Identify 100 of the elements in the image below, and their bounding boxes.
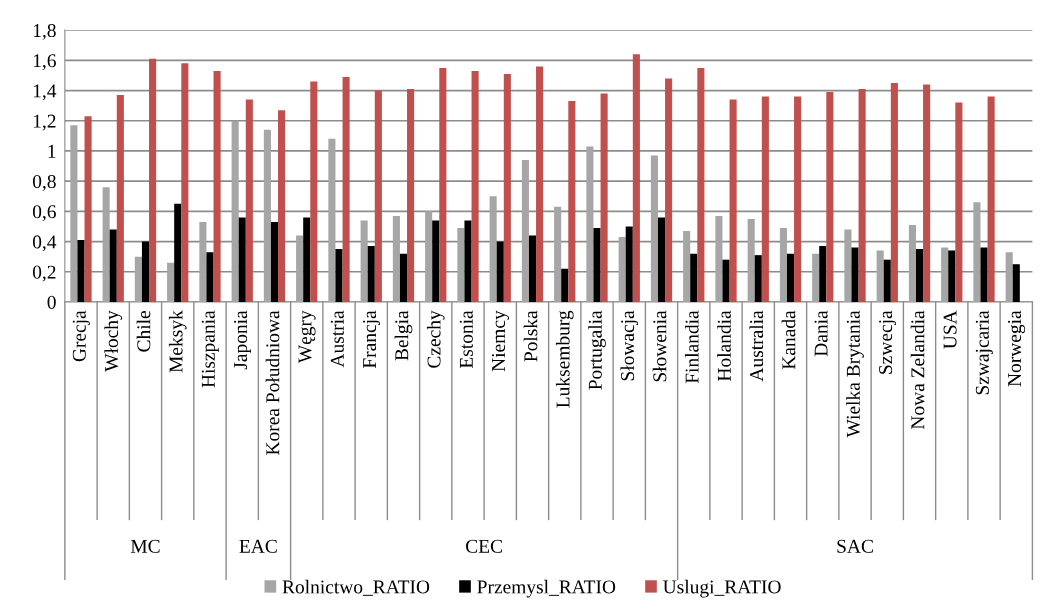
x-tick-label: Japonia <box>234 310 252 370</box>
x-tick-label: Francja <box>363 310 381 369</box>
bar <box>457 227 465 302</box>
bar <box>915 249 924 302</box>
bar <box>955 102 963 302</box>
bar <box>167 262 175 302</box>
bar <box>77 240 85 302</box>
bar <box>625 226 633 302</box>
text: CEC <box>466 539 502 553</box>
bar <box>980 247 988 302</box>
bar <box>786 253 795 302</box>
x-tick-label: Wielka Brytania <box>846 310 864 438</box>
bar <box>141 241 150 302</box>
text: SAC <box>837 539 873 553</box>
x-tick-label: Szwajcaria <box>975 310 993 395</box>
y-tick-label: 1 <box>48 144 56 158</box>
bar <box>109 229 117 302</box>
x-tick-label: Nowa Zelandia <box>910 310 925 430</box>
bar <box>84 116 92 302</box>
bar <box>1005 252 1013 302</box>
bar <box>489 196 497 302</box>
x-tick-label: Słowacja <box>620 310 639 381</box>
y-tick-label: 1,6 <box>33 54 56 71</box>
bar <box>296 235 304 302</box>
bar <box>826 92 834 302</box>
bar <box>245 99 253 302</box>
bar <box>600 93 608 302</box>
bar <box>948 250 956 302</box>
bar <box>876 250 884 302</box>
bar <box>754 255 762 302</box>
bar <box>464 220 472 302</box>
bar <box>747 218 755 302</box>
y-tick-label: 0,4 <box>32 235 57 252</box>
bar <box>149 58 157 302</box>
y-tick-label: 1,4 <box>33 84 57 101</box>
bar <box>697 67 705 302</box>
bar <box>174 203 182 302</box>
bar <box>328 138 336 302</box>
bar <box>407 89 415 302</box>
bar <box>116 95 124 302</box>
x-tick-label: Włochy <box>104 310 123 372</box>
bar <box>593 227 601 302</box>
x-tick-label: Szwecja <box>879 310 897 374</box>
bar <box>1012 264 1020 302</box>
bar <box>908 224 916 302</box>
bar <box>665 78 673 302</box>
bar <box>883 259 891 302</box>
x-tick-label: Czechy <box>426 310 445 368</box>
bar <box>503 73 511 302</box>
text: EAC <box>239 539 277 553</box>
bar <box>399 253 408 302</box>
bar <box>134 256 142 302</box>
x-tick-label: Portugalia <box>588 310 606 390</box>
x-tick-label: Norwegia <box>1008 310 1026 387</box>
x-tick-label: Kanada <box>781 310 796 370</box>
bar <box>263 129 271 302</box>
bar <box>367 246 375 302</box>
bar <box>521 160 529 302</box>
x-tick-label: Luksemburg <box>555 310 574 408</box>
x-tick-label: Estonia <box>459 310 473 369</box>
bar <box>729 99 737 302</box>
bar <box>303 217 311 302</box>
x-tick-label: Holandia <box>717 310 731 382</box>
legend-label: Rolnictwo_RATIO <box>282 579 430 596</box>
bar <box>360 220 368 302</box>
y-tick-label: 0,8 <box>32 174 56 191</box>
bar <box>568 101 576 302</box>
x-tick-label: Finlandia <box>684 310 699 384</box>
y-tick-label: 0 <box>47 295 56 309</box>
x-tick-label: Dania <box>814 310 828 357</box>
y-tick-label: 0,2 <box>32 265 56 282</box>
bar <box>890 82 898 302</box>
legend-label: Przemysl_RATIO <box>477 579 616 598</box>
x-tick-label: Hiszpania <box>201 310 219 388</box>
x-tick-label: Austria <box>330 310 344 368</box>
text: MC <box>130 539 160 553</box>
bar <box>181 63 189 302</box>
x-tick-label: Australia <box>749 310 764 382</box>
bar <box>683 230 691 302</box>
bar <box>632 54 640 302</box>
y-tick-label: 0,6 <box>32 205 56 222</box>
bar <box>657 217 666 302</box>
bar <box>722 259 730 302</box>
bar <box>310 81 318 302</box>
bar <box>779 227 787 302</box>
bar <box>278 110 286 302</box>
bar <box>561 268 569 302</box>
bar <box>650 155 658 302</box>
bar <box>794 96 802 302</box>
bar <box>270 221 279 302</box>
bar <box>392 215 400 302</box>
bar <box>761 96 769 302</box>
bar <box>496 241 504 302</box>
bar <box>973 202 981 302</box>
bar <box>851 247 859 302</box>
x-tick-label: Słowenia <box>652 310 667 382</box>
bar <box>432 220 440 302</box>
bar <box>812 253 820 302</box>
bar <box>374 90 382 302</box>
bar <box>439 67 447 302</box>
